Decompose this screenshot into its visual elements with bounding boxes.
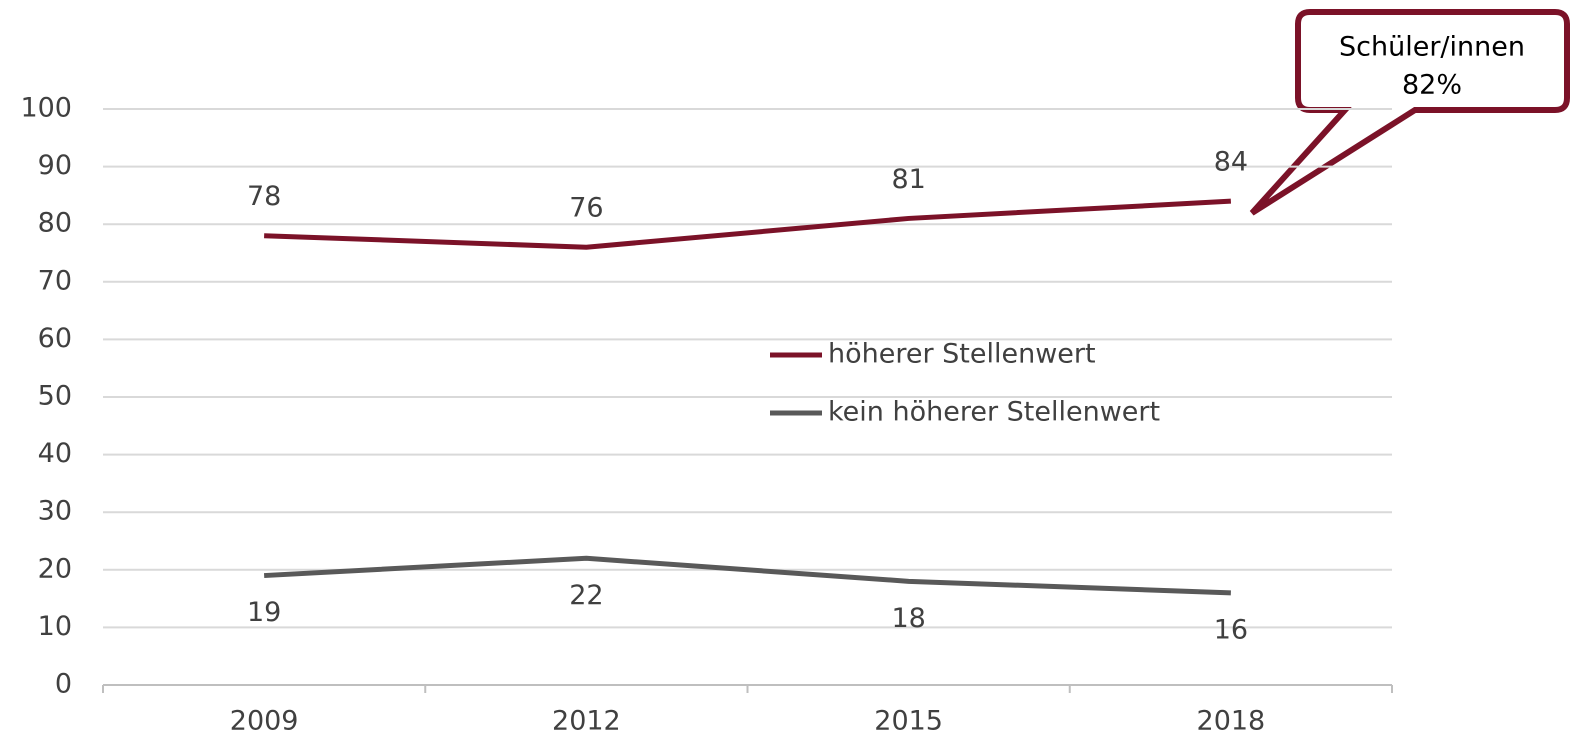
data-label: 81	[891, 164, 925, 195]
data-label: 76	[569, 193, 603, 224]
y-tick-label: 70	[38, 265, 72, 296]
data-label: 18	[891, 603, 925, 634]
y-tick-label: 90	[38, 150, 72, 181]
y-tick-label: 20	[38, 553, 72, 584]
data-label: 16	[1214, 614, 1248, 645]
x-tick-label: 2015	[874, 706, 943, 737]
x-tick-label: 2012	[552, 706, 621, 737]
y-tick-label: 100	[20, 93, 72, 124]
data-label: 84	[1214, 147, 1248, 178]
legend-label: kein höherer Stellenwert	[828, 397, 1160, 428]
y-tick-label: 50	[38, 381, 72, 412]
data-label: 78	[247, 181, 281, 212]
y-tick-label: 10	[38, 611, 72, 642]
line	[264, 198, 1232, 250]
line	[263, 555, 1231, 596]
data-label: 19	[247, 597, 281, 628]
y-tick-label: 30	[38, 496, 72, 527]
legend-label: höherer Stellenwert	[828, 339, 1096, 370]
x-tick-label: 2009	[230, 706, 299, 737]
y-tick-label: 0	[55, 669, 72, 700]
x-tick-label: 2018	[1197, 706, 1266, 737]
annotation: Schüler/innen	[1339, 32, 1525, 63]
callout	[1249, 9, 1570, 216]
y-tick-label: 80	[38, 208, 72, 239]
y-tick-label: 40	[38, 438, 72, 469]
y-tick-label: 60	[38, 323, 72, 354]
data-label: 22	[569, 580, 603, 611]
annotation: 82%	[1402, 70, 1462, 101]
